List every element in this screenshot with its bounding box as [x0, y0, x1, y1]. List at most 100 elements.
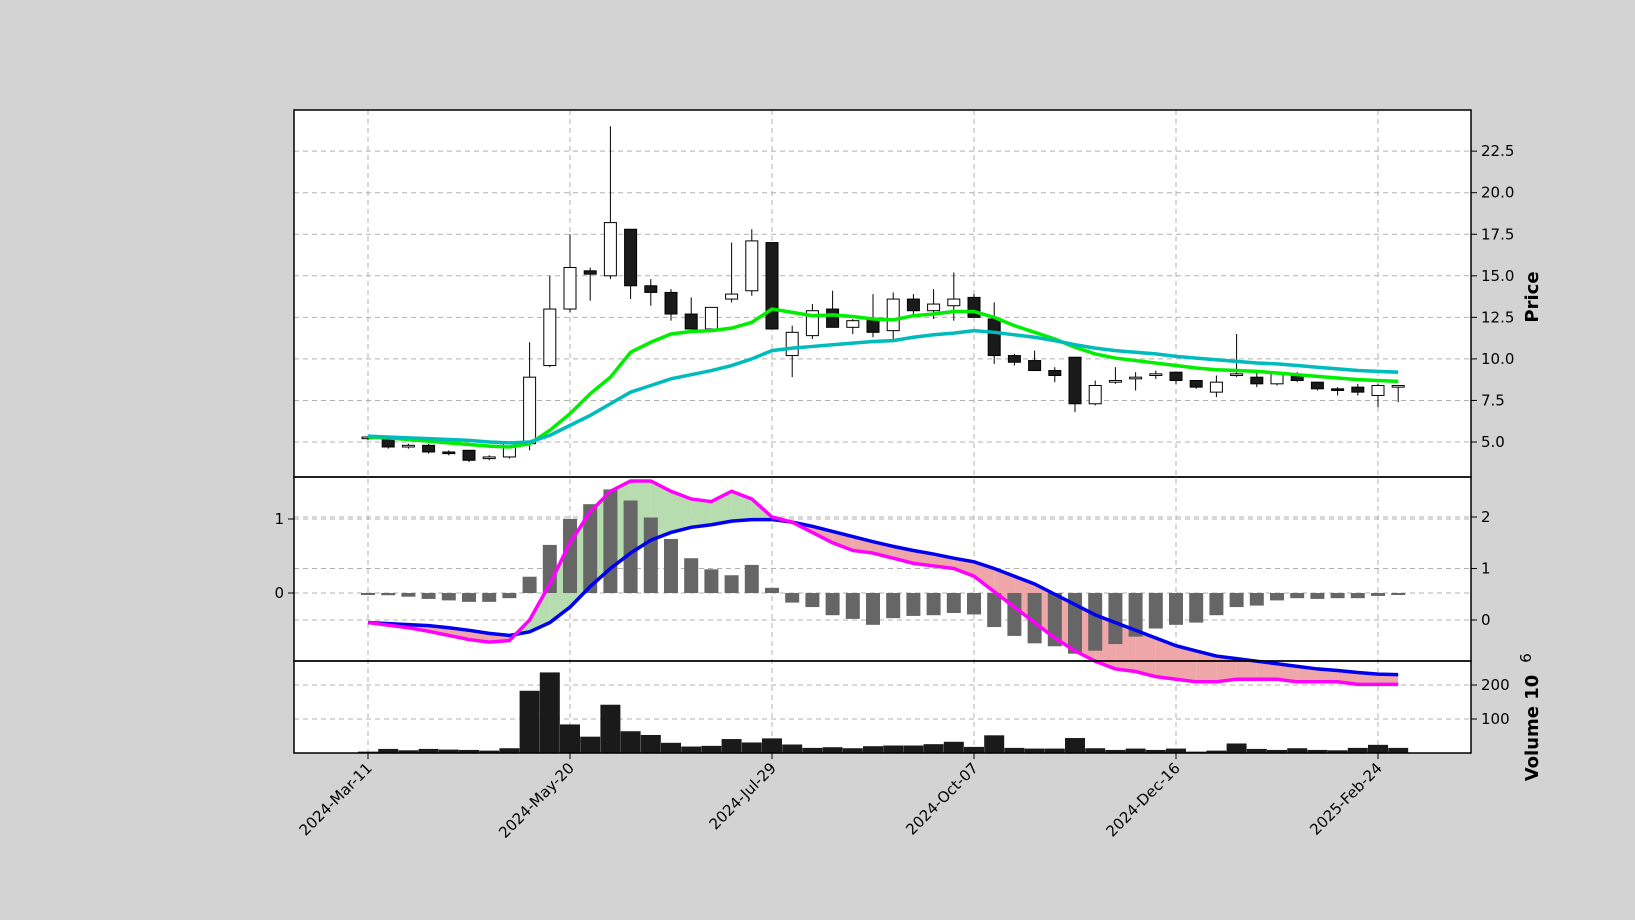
macd-histogram-bar: [1229, 593, 1244, 608]
panel-frame: [293, 660, 1472, 754]
macd-fill-negative: [1216, 656, 1237, 682]
volume-bar: [1226, 743, 1247, 753]
macd-histogram-bar: [1371, 593, 1385, 596]
macd-lines: [367, 479, 1399, 687]
macd-histogram-bar: [765, 587, 779, 593]
macd-histogram-bar: [1169, 593, 1183, 625]
volume-bar: [1267, 749, 1287, 753]
macd-histogram-bar: [623, 500, 638, 593]
macd-histogram-bar: [1391, 593, 1406, 595]
candle-down: [866, 320, 880, 333]
macd-histogram-bar: [664, 538, 678, 593]
x-tick-label: 2024-May-20: [495, 759, 578, 842]
candle-up: [704, 306, 718, 330]
volume-bar: [661, 742, 681, 753]
volume-bar: [580, 736, 601, 753]
macd-fill-negative: [953, 558, 974, 577]
volume-bar: [1246, 748, 1267, 753]
candle-up: [543, 308, 557, 367]
volume-bar: [681, 746, 702, 753]
volume-bar: [539, 672, 560, 753]
candle-down: [1189, 380, 1203, 388]
macd-histogram-bar: [1189, 593, 1204, 623]
macd-histogram-bar: [1007, 593, 1022, 636]
volume-bar: [1287, 748, 1308, 753]
macd-histogram-bar: [1290, 593, 1305, 599]
macd-histogram-bar: [684, 558, 699, 593]
candle-up: [563, 266, 577, 310]
macd-histogram: [361, 489, 1406, 654]
volume-tick-label: 100: [1481, 710, 1510, 728]
macd-fill-negative: [1155, 638, 1176, 680]
candle-down: [684, 313, 698, 330]
macd-fill-negative: [1176, 645, 1197, 682]
volume-bar: [782, 744, 803, 753]
candle-up: [523, 376, 537, 445]
price-tick-label: 10.0: [1481, 350, 1514, 368]
macd-fill-negative: [1317, 668, 1338, 682]
candle-down: [826, 308, 840, 328]
macd-left-tick-label: 0: [274, 584, 284, 602]
macd-histogram-bar: [361, 593, 375, 595]
macd-histogram-bar: [906, 593, 921, 616]
candle-down: [906, 298, 920, 312]
macd-histogram-bar: [1350, 593, 1365, 599]
price-axis-label: Price: [1522, 271, 1543, 322]
x-tick-label: 2024-Jul-29: [706, 759, 780, 833]
macd-histogram-bar: [1310, 593, 1325, 599]
candle-down: [583, 270, 597, 275]
price-tick-label: 7.5: [1481, 391, 1505, 409]
volume-bar: [1125, 748, 1146, 753]
candle-up: [1391, 384, 1405, 388]
macd-histogram-bar: [441, 593, 456, 601]
macd-histogram-bar: [987, 593, 1002, 628]
volume-bar: [721, 739, 742, 753]
volume-bar: [701, 745, 722, 753]
volume-bar: [964, 746, 984, 753]
macd-histogram-bar: [886, 593, 901, 619]
volume-bar: [499, 748, 520, 753]
volume-bar: [1368, 744, 1388, 753]
macd-left-tick-label: 1: [274, 510, 284, 528]
volume-bar: [903, 745, 924, 753]
price-tick-label: 12.5: [1481, 308, 1514, 326]
price-tick-label: 5.0: [1481, 433, 1505, 451]
candle-up: [927, 303, 941, 312]
volume-bar: [1024, 748, 1045, 753]
x-tick-label: 2024-Dec-16: [1102, 759, 1183, 840]
volume-bar: [1307, 749, 1328, 753]
moving-average-line: [367, 328, 1399, 445]
volume-bar: [640, 734, 661, 753]
candle-up: [1270, 373, 1284, 385]
volume-bar: [620, 731, 641, 753]
candle-up: [745, 240, 759, 292]
candle-down: [462, 449, 476, 461]
volume-bar: [943, 741, 964, 753]
candle-up: [947, 298, 961, 307]
macd-fill-negative: [974, 561, 995, 592]
volume-bar: [1105, 749, 1126, 753]
macd-fill-negative: [1277, 663, 1298, 682]
volume-bar: [822, 747, 843, 753]
volume-tick-label: 200: [1481, 676, 1510, 694]
macd-fill-positive: [691, 498, 712, 528]
volume-bar: [1388, 747, 1409, 753]
panel-background: [294, 110, 1471, 477]
macd-histogram-bar: [1088, 593, 1103, 651]
candle-up: [886, 298, 900, 332]
candle-up: [482, 456, 496, 460]
candle-up: [1230, 373, 1244, 377]
macd-histogram-bar: [1047, 593, 1062, 647]
volume-bar: [438, 749, 459, 753]
candle-up: [1209, 381, 1223, 393]
macd-histogram-bar: [1249, 593, 1264, 606]
price-tick-label: 20.0: [1481, 184, 1514, 202]
macd-histogram-bar: [1330, 593, 1345, 599]
candle-up: [846, 320, 860, 328]
candle-down: [1331, 388, 1345, 391]
volume-bar: [1347, 747, 1368, 753]
candle-down: [644, 285, 658, 293]
macd-histogram-bar: [724, 575, 739, 593]
macd-histogram-bar: [1027, 593, 1042, 644]
